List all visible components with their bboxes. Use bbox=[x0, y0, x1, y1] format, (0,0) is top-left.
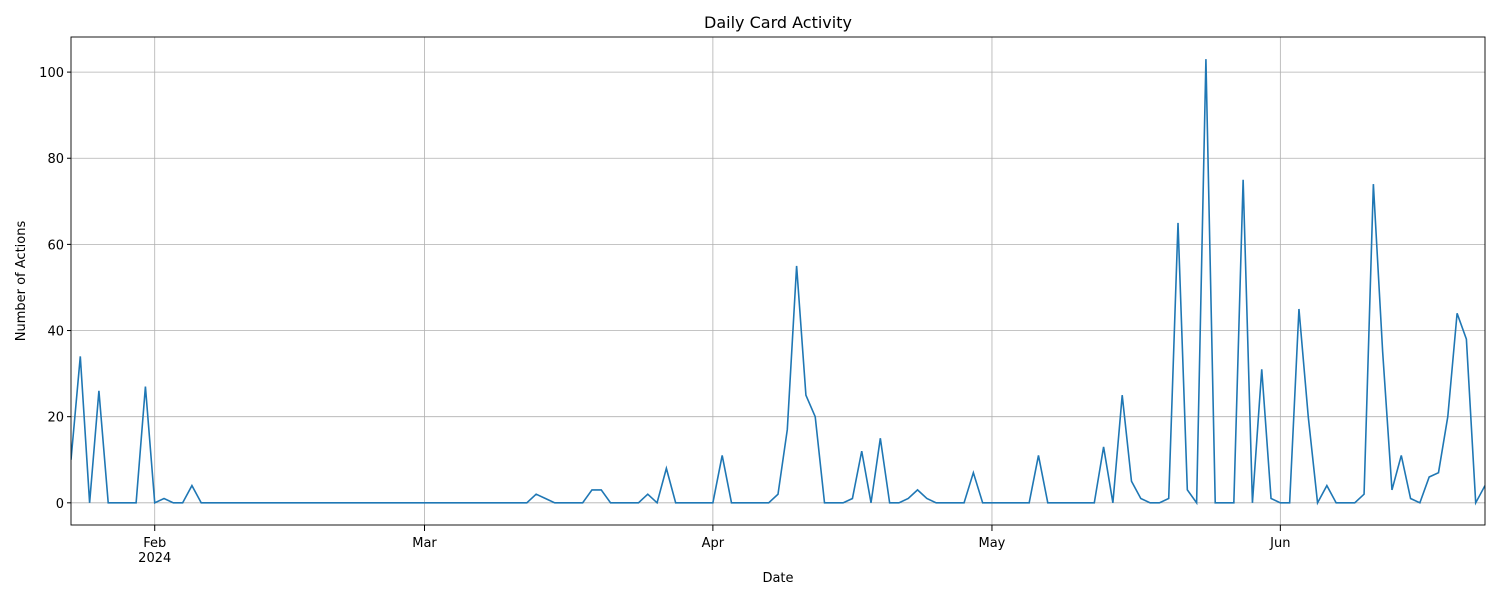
data-line bbox=[71, 59, 1485, 506]
plot-frame bbox=[70, 36, 1486, 526]
x-tick-label: Feb 2024 bbox=[138, 536, 171, 566]
x-axis-label: Date bbox=[762, 571, 793, 586]
y-tick-label: 0 bbox=[56, 497, 64, 512]
y-tick-label: 20 bbox=[47, 411, 64, 426]
y-axis-label: Number of Actions bbox=[14, 221, 29, 342]
y-tick-label: 80 bbox=[47, 152, 64, 167]
x-tick-label: May bbox=[979, 536, 1006, 551]
chart-title: Daily Card Activity bbox=[704, 13, 852, 32]
y-tick-label: 100 bbox=[39, 66, 64, 81]
y-tick-label: 60 bbox=[47, 238, 64, 253]
x-tick-label: Apr bbox=[702, 536, 725, 551]
x-tick-label: Mar bbox=[412, 536, 437, 551]
y-tick-label: 40 bbox=[47, 325, 64, 340]
x-tick-label: Jun bbox=[1269, 536, 1290, 551]
